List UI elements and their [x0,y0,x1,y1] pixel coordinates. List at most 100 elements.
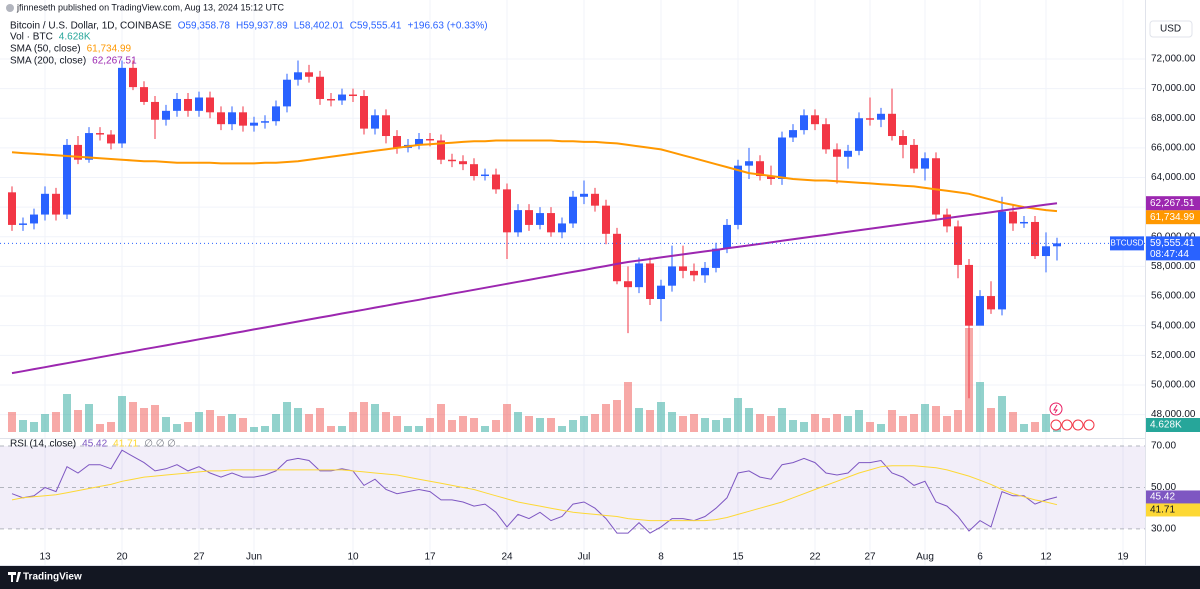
volume-bar [85,404,93,432]
volume-bar [217,416,225,432]
candle-body [943,214,951,227]
volume-bar [943,416,951,432]
volume-bar [569,420,577,432]
volume-bar [668,412,676,432]
candle-body [107,134,115,144]
last-price-label: 59,555.41 [1150,238,1195,249]
legend-title: Bitcoin / U.S. Dollar, 1D, COINBASE [10,21,172,32]
volume-bar [591,414,599,432]
candle-body [635,263,643,288]
volume-bar [723,418,731,432]
candle-body [822,124,830,150]
legend-volume-value: 4.628K [59,32,91,43]
candle-body [910,144,918,169]
candle-body [503,189,511,233]
volume-bar [382,412,390,432]
candle-body [470,164,478,177]
candle-body [305,72,313,77]
candle-body [877,113,885,120]
volume-bar [228,414,236,432]
candle-body [294,72,302,80]
volume-bar [327,426,335,432]
x-tick-label: 8 [658,552,664,563]
volume-bar [844,416,852,432]
volume-bar [118,396,126,432]
candle-body [745,161,753,166]
candle-body [965,264,973,326]
volume-bar [8,412,16,432]
volume-bar [734,398,742,432]
event-icon[interactable] [1072,419,1084,431]
volume-bar [998,396,1006,432]
candle-body [140,87,148,102]
volume-bar [954,410,962,432]
event-icon[interactable] [1061,419,1073,431]
candle-body [349,94,357,97]
volume-bar [800,422,808,432]
volume-bar [899,416,907,432]
candle-body [657,285,665,300]
grid-layer [0,0,1145,565]
x-tick-label: 27 [864,552,876,563]
candle-body [63,144,71,215]
candle-body [283,79,291,107]
volume-bar [745,408,753,432]
volume-bar [30,422,38,432]
time-axis-border [0,565,1200,566]
candle-body [888,113,896,137]
rsi-tick-label: 30.00 [1151,524,1176,535]
candle-body [1009,211,1017,224]
volume-bar [536,418,544,432]
volume-bar [910,414,918,432]
candle-body [855,118,863,151]
volume-bar [459,416,467,432]
candle-body [668,266,676,286]
event-icon[interactable] [1050,419,1062,431]
candle-body [712,248,720,268]
y-tick-label: 48,000.00 [1151,409,1196,420]
candle-body [228,112,236,125]
event-icon[interactable] [1049,402,1063,416]
candle-body [536,213,544,225]
rsi-legend-value: 45.42 [82,439,107,450]
candle-body [360,96,368,129]
volume-bar [74,410,82,432]
candle-body [976,296,984,326]
candle-body [459,161,467,165]
candle-body [30,214,38,224]
rsi-last-label: 45.42 [1150,492,1175,503]
event-icon[interactable] [1083,419,1095,431]
legend-series-name: SMA (50, close) [10,44,81,55]
symbol-box [1110,236,1144,251]
volume-bar [470,418,478,432]
volume-bar [514,412,522,432]
volume-bar [305,414,313,432]
candle-body [756,161,764,177]
volume-bar [41,414,49,432]
candle-body [151,101,159,120]
candle-body [393,136,401,148]
candle-body [690,270,698,276]
legend-ohlc: C59,555.41 [350,21,402,32]
volume-bar [613,400,621,432]
legend-ohlc: O59,358.78 [178,21,231,32]
volume-bar [921,404,929,432]
candle-body [1020,221,1028,224]
volume-last-label: 4.628K [1150,420,1182,431]
event-icon-glyph [1053,404,1058,414]
candle-body [998,211,1006,310]
volume-bar [712,420,720,432]
volume-bar [140,408,148,432]
volume-bar [1009,412,1017,432]
rsi-tick-label: 70.00 [1151,441,1176,452]
currency-button[interactable] [1149,20,1193,38]
candle-body [74,144,82,160]
candle-body [261,121,269,123]
legend-volume-name: Vol · BTC [10,32,53,43]
x-tick-label: 15 [732,552,744,563]
volume-bar [437,404,445,432]
candle-body [1031,221,1039,257]
volume-bar [404,426,412,432]
candle-body [613,233,621,282]
candle-body [514,210,522,233]
